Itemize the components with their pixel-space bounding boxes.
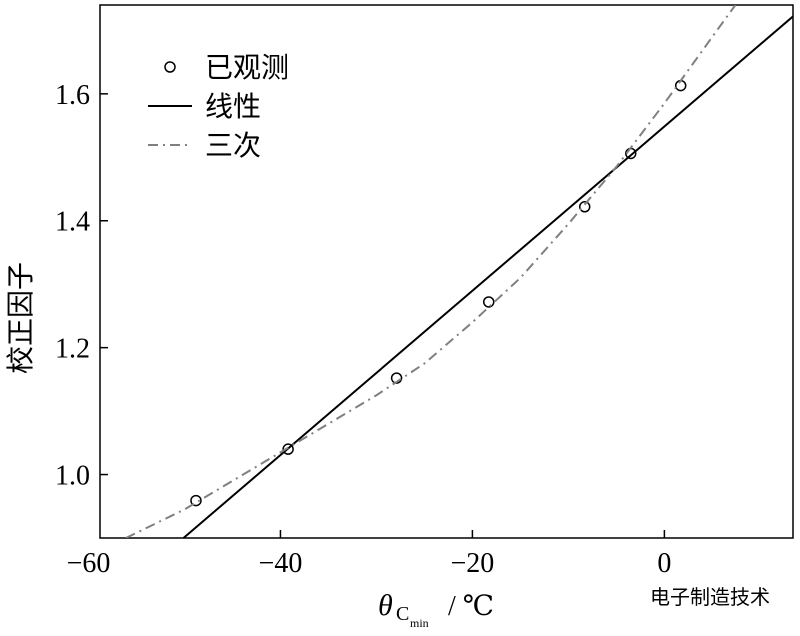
- legend-label: 三次: [205, 130, 261, 162]
- x-tick-label: −40: [259, 548, 303, 579]
- x-axis-label: θ: [378, 589, 393, 622]
- x-tick-label: −60: [67, 548, 111, 579]
- plot-frame: [99, 4, 794, 539]
- series-line: [182, 15, 793, 538]
- observed-point: [282, 443, 294, 455]
- x-axis-label-sub: C: [396, 603, 409, 625]
- y-tick-label: 1.0: [55, 461, 90, 492]
- x-tick-label: 0: [657, 548, 671, 579]
- legend-label: 已观测: [205, 53, 289, 84]
- observed-point: [190, 494, 202, 507]
- x-tick-label: −20: [451, 548, 495, 579]
- series-line: [125, 5, 737, 538]
- observed-point: [482, 296, 495, 308]
- x-axis-label-unit: / ℃: [448, 591, 494, 622]
- y-tick-label: 1.6: [55, 80, 90, 111]
- legend-marker: [164, 61, 176, 73]
- watermark: 电子制造技术: [650, 586, 770, 609]
- observed-point: [578, 201, 591, 213]
- y-axis-label: 校正因子: [5, 262, 37, 374]
- y-tick-label: 1.4: [55, 207, 90, 238]
- y-tick-label: 1.2: [55, 334, 90, 365]
- legend-label: 线性: [205, 91, 261, 123]
- x-axis-label-subsub: min: [410, 616, 429, 630]
